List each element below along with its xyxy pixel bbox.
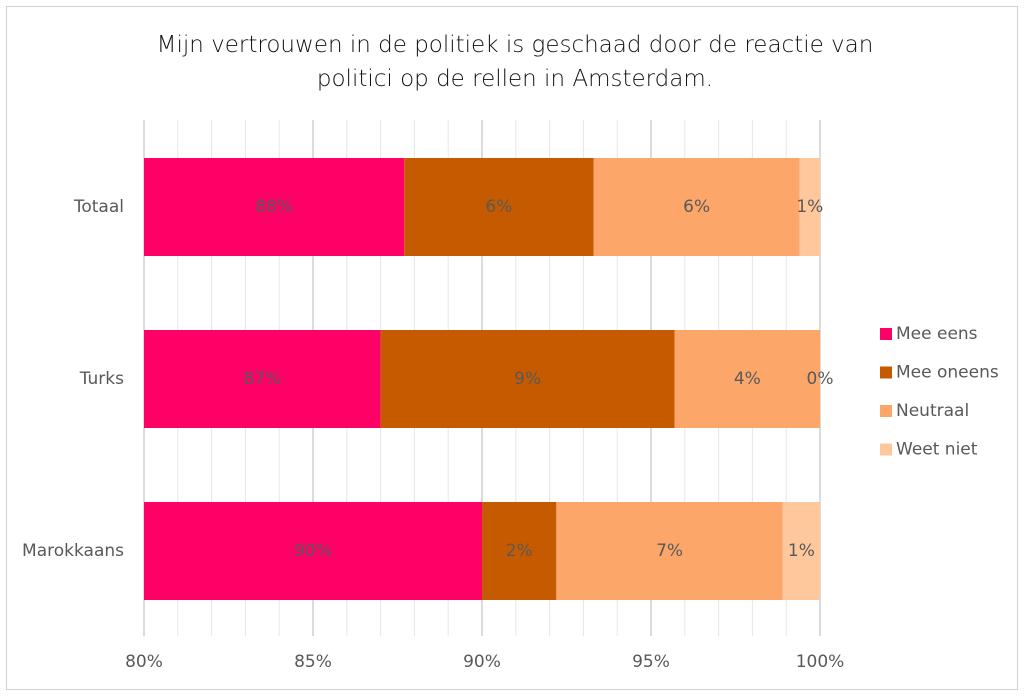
legend-label: Mee oneens (896, 363, 999, 383)
bar-segment (144, 330, 381, 428)
x-tick-label: 90% (463, 652, 501, 672)
data-label: 90% (294, 541, 332, 561)
bar-segment (404, 158, 594, 256)
bar-segment (380, 330, 675, 428)
data-label: 1% (796, 197, 823, 217)
data-label: 4% (734, 369, 761, 389)
data-label: 7% (656, 541, 683, 561)
legend-swatch (880, 366, 892, 379)
bar-segment (593, 158, 800, 256)
chart-frame (6, 6, 1018, 690)
legend-label: Mee eens (896, 324, 978, 344)
data-label: 0% (807, 369, 834, 389)
legend-label: Neutraal (896, 401, 969, 421)
bar-segment (556, 502, 783, 600)
legend-swatch (880, 328, 892, 340)
x-tick-label: 100% (796, 652, 845, 672)
bar-segment (799, 158, 820, 256)
bar-segment (144, 502, 482, 600)
legend-swatch (880, 405, 892, 417)
y-tick-label: Turks (79, 369, 124, 389)
x-tick-label: 95% (632, 652, 670, 672)
chart-title: Mijn vertrouwen in de politiek is gescha… (156, 32, 874, 92)
data-label: 1% (788, 541, 815, 561)
y-tick-label: Marokkaans (22, 541, 124, 561)
data-label: 88% (255, 197, 293, 217)
legend-label: Weet niet (896, 440, 978, 460)
y-tick-label: Totaal (73, 197, 124, 217)
bar-segment (782, 502, 820, 600)
data-label: 9% (514, 369, 541, 389)
data-label: 87% (243, 369, 281, 389)
bar-segment (482, 502, 557, 600)
x-tick-label: 85% (294, 652, 332, 672)
bar-segment (674, 330, 820, 428)
bar-segment (144, 158, 405, 256)
x-tick-label: 80% (125, 652, 163, 672)
data-label: 2% (506, 541, 533, 561)
data-label: 6% (485, 197, 512, 217)
legend-swatch (880, 443, 892, 456)
data-label: 6% (683, 197, 710, 217)
